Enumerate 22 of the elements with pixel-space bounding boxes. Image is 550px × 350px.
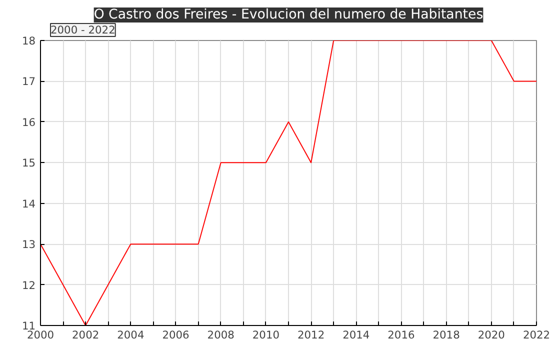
x-tick-label: 2002 <box>72 328 100 342</box>
x-tick-label: 2018 <box>432 328 460 342</box>
x-tick-label: 2014 <box>342 328 370 342</box>
y-tick-label: 17 <box>22 75 36 88</box>
y-tick-label: 16 <box>22 116 36 129</box>
y-tick-label: 13 <box>22 238 36 252</box>
text: 2000 - 2022 <box>50 24 116 36</box>
x-tick-label: 2000 <box>26 328 54 342</box>
x-tick-label: 2022 <box>522 328 550 342</box>
y-tick-label: 12 <box>22 278 36 292</box>
y-tick-label: 18 <box>22 34 36 48</box>
x-tick-label: 2020 <box>478 328 506 342</box>
x-tick-label: 2016 <box>388 328 416 342</box>
x-tick-label: 2012 <box>297 328 325 342</box>
y-tick-label: 14 <box>22 197 36 210</box>
x-tick-label: 2010 <box>252 328 280 342</box>
y-tick-label: 15 <box>22 156 36 170</box>
x-tick-label: 2008 <box>207 328 235 342</box>
x-tick-label: 2004 <box>117 328 144 342</box>
x-tick-label: 2006 <box>162 328 190 342</box>
chart-title: O Castro dos Freires - Evolucion del numero de Habitantes <box>94 8 484 22</box>
line-series <box>40 40 536 326</box>
